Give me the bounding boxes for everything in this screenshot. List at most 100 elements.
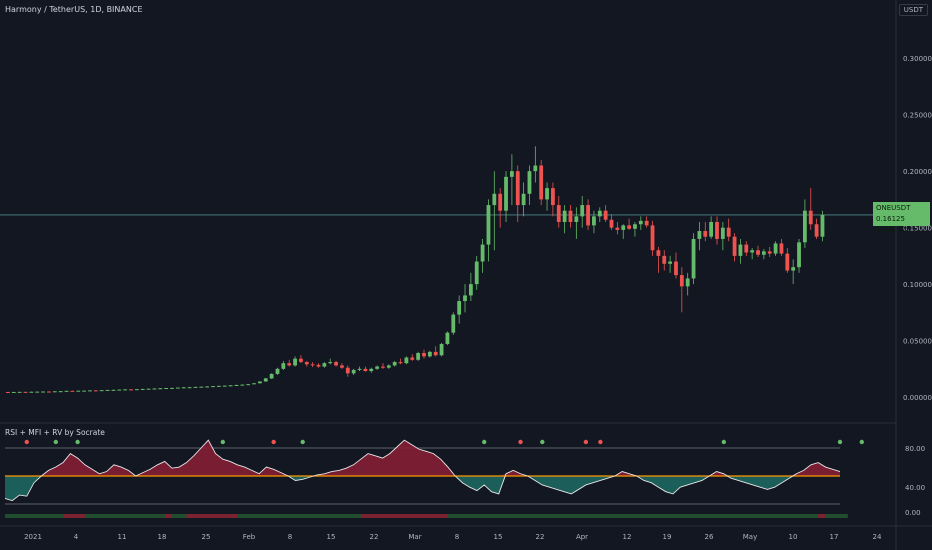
candle-body: [129, 389, 133, 391]
signal-dot: [837, 439, 843, 445]
price-pane[interactable]: [0, 146, 896, 393]
candle-body: [439, 343, 444, 356]
regime-strip-segment: [346, 514, 355, 518]
candle-body: [99, 390, 104, 392]
indicator-fill-below: [5, 476, 840, 501]
indicator-pane[interactable]: [4, 439, 932, 518]
candle-body: [715, 222, 719, 239]
candle-body: [515, 171, 520, 206]
signal-dot: [75, 439, 80, 445]
candle-body: [134, 389, 139, 391]
candle-body: [82, 390, 87, 392]
candle-body: [773, 243, 778, 254]
regime-strip-segment: [564, 514, 572, 518]
signal-dot: [300, 439, 305, 445]
candle-body: [269, 373, 274, 379]
regime-strip-segment: [593, 514, 601, 518]
regime-strip-segment: [19, 514, 28, 518]
regime-strip-segment: [709, 514, 718, 518]
regime-strip-segment: [259, 514, 267, 518]
regime-strip-segment: [389, 514, 398, 518]
candle-body: [486, 205, 491, 245]
time-tick-label: 22: [536, 533, 545, 541]
regime-strip-segment: [513, 514, 522, 518]
regime-strip-segment: [680, 514, 689, 518]
signal-dot: [598, 439, 603, 445]
candle-body: [791, 267, 796, 271]
candle-body: [363, 368, 368, 372]
candle-body: [310, 364, 315, 366]
candle-body: [357, 368, 362, 370]
candle-body: [691, 238, 696, 279]
regime-strip-segment: [26, 514, 35, 518]
candle-body: [6, 391, 10, 393]
regime-strip-segment: [273, 514, 282, 518]
price-badge-ticker: ONEUSDT: [876, 204, 911, 212]
candle-body: [52, 391, 57, 393]
regime-strip-segment: [825, 514, 834, 518]
candle-body: [111, 389, 116, 391]
time-tick-label: 15: [494, 533, 503, 541]
candle-body: [293, 358, 297, 366]
regime-strip-segment: [549, 514, 558, 518]
candle-body: [23, 391, 28, 393]
candle-body: [627, 225, 631, 229]
indicator-fill-above: [5, 440, 840, 476]
regime-strip-segment: [658, 514, 667, 518]
time-tick-label: Feb: [243, 533, 256, 541]
regime-strip-segment: [382, 514, 391, 518]
candle-body: [146, 388, 151, 390]
regime-strip-segment: [622, 514, 630, 518]
candle-body: [521, 193, 526, 206]
regime-strip-segment: [673, 514, 681, 518]
regime-strip-segment: [433, 514, 442, 518]
candle-body: [445, 332, 450, 344]
candle-body: [761, 251, 766, 255]
candle-body: [662, 255, 667, 264]
regime-strip-segment: [527, 514, 536, 518]
time-tick-label: Mar: [408, 533, 421, 541]
regime-strip-segment: [781, 514, 790, 518]
candle-body: [47, 391, 51, 393]
candle-body: [603, 210, 608, 220]
regime-strip-segment: [556, 514, 565, 518]
time-tick-label: 25: [202, 533, 211, 541]
candle-body: [345, 367, 350, 374]
regime-strip-segment: [716, 514, 725, 518]
regime-strip-segment: [702, 514, 710, 518]
candle-body: [615, 227, 620, 230]
regime-strip-segment: [77, 514, 86, 518]
candle-body: [568, 210, 573, 222]
candle-body: [703, 231, 708, 237]
candle-body: [422, 353, 426, 357]
time-tick-label: 8: [455, 533, 459, 541]
regime-strip-segment: [484, 514, 492, 518]
candle-body: [474, 261, 479, 285]
candle-body: [199, 386, 204, 388]
regime-strip-segment: [99, 514, 108, 518]
regime-strip-segment: [476, 514, 485, 518]
regime-strip-segment: [193, 514, 202, 518]
regime-strip-segment: [607, 514, 616, 518]
regime-strip-segment: [230, 514, 238, 518]
candle-body: [539, 165, 544, 200]
regime-strip-segment: [629, 514, 638, 518]
candle-body: [650, 225, 655, 251]
regime-strip-segment: [135, 514, 144, 518]
regime-strip-segment: [164, 514, 173, 518]
candle-body: [767, 251, 772, 254]
candle-body: [58, 391, 63, 393]
candle-body: [410, 357, 415, 360]
candle-body: [334, 362, 338, 366]
regime-strip-segment: [571, 514, 580, 518]
candle-body: [551, 188, 555, 206]
time-tick-label: 15: [327, 533, 336, 541]
candle-body: [433, 351, 438, 356]
regime-strip-segment: [280, 514, 289, 518]
regime-strip-segment: [237, 514, 246, 518]
candle-body: [685, 278, 690, 287]
regime-strip-segment: [411, 514, 420, 518]
candle-body: [509, 171, 514, 177]
currency-label[interactable]: USDT: [898, 4, 928, 16]
